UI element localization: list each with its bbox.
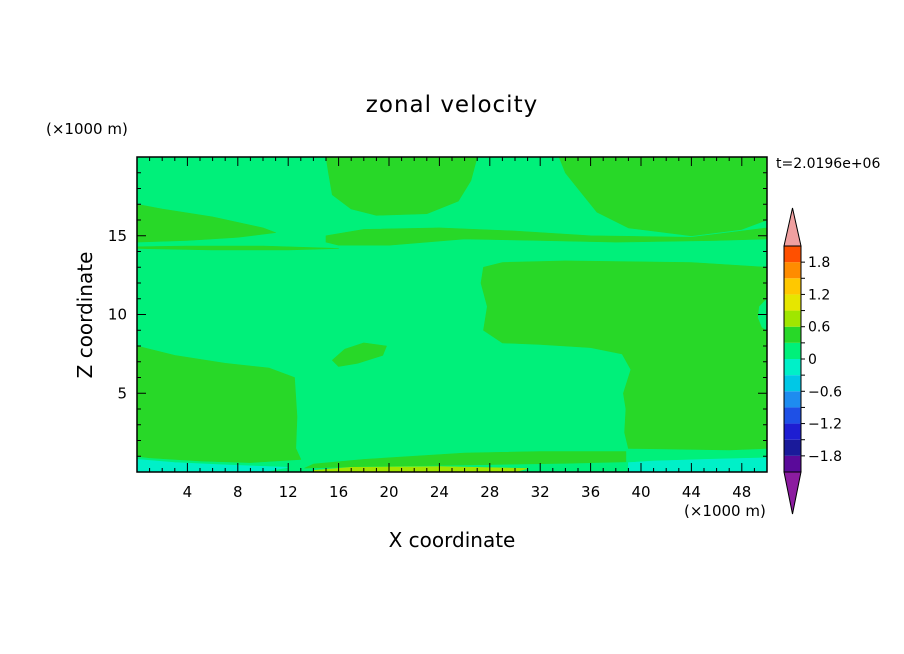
x-axis-label: X coordinate bbox=[389, 528, 516, 552]
colorbar-segment bbox=[784, 262, 801, 279]
colorbar-segment bbox=[784, 423, 801, 440]
contour-region-thin-band-left bbox=[137, 245, 339, 251]
colorbar-segment bbox=[784, 342, 801, 359]
x-tick-label: 20 bbox=[379, 483, 398, 501]
contour-region-middle-band bbox=[325, 227, 767, 246]
colorbar-over-arrow bbox=[783, 207, 802, 247]
colorbar: 1.8 1.2 0.6 0 −0.6 −1.2 −1.8 bbox=[783, 207, 842, 515]
contour-fills bbox=[137, 157, 767, 472]
x-tick-label: 24 bbox=[430, 483, 449, 501]
contour-region-right-block bbox=[480, 260, 767, 451]
contour-region-upper-middle-lobe bbox=[325, 157, 478, 216]
colorbar-label: 1.8 bbox=[808, 255, 830, 271]
x-axis-unit: (×1000 m) bbox=[684, 502, 766, 520]
x-tick-label: 36 bbox=[581, 483, 600, 501]
colorbar-segment bbox=[784, 375, 801, 392]
colorbar-segment bbox=[784, 439, 801, 456]
x-tick-label: 12 bbox=[279, 483, 298, 501]
colorbar-label: −1.8 bbox=[808, 449, 842, 465]
y-tick-label: 5 bbox=[117, 384, 127, 402]
colorbar-under-arrow bbox=[783, 471, 802, 515]
contour-region-small-oval bbox=[331, 342, 387, 367]
x-tick-label: 4 bbox=[183, 483, 193, 501]
colorbar-segment bbox=[784, 278, 801, 295]
x-tick-label: 44 bbox=[682, 483, 701, 501]
x-tick-label: 48 bbox=[732, 483, 751, 501]
colorbar-segment bbox=[784, 294, 801, 311]
colorbar-label: −1.2 bbox=[808, 417, 842, 433]
contour-region-upper-right bbox=[558, 157, 767, 237]
colorbar-label: 0.6 bbox=[808, 320, 830, 336]
y-tick-label: 15 bbox=[108, 227, 127, 245]
x-tick-label: 32 bbox=[531, 483, 550, 501]
colorbar-label: 0 bbox=[808, 352, 817, 368]
x-tick-label: 16 bbox=[329, 483, 348, 501]
colorbar-segment bbox=[784, 310, 801, 327]
contour-region-bottom-strip bbox=[304, 451, 627, 469]
contour-region-lower-left bbox=[137, 345, 302, 463]
x-tick-label: 8 bbox=[233, 483, 243, 501]
colorbar-segment bbox=[784, 359, 801, 376]
colorbar-segment bbox=[784, 246, 801, 263]
contour-region-upper-left bbox=[137, 204, 276, 243]
colorbar-label: 1.2 bbox=[808, 287, 830, 303]
chart-title: zonal velocity bbox=[366, 92, 538, 118]
contour-plot-area bbox=[137, 157, 767, 472]
y-tick-label: 10 bbox=[108, 306, 127, 324]
colorbar-label: −0.6 bbox=[808, 384, 842, 400]
contour-region-bottom-cyan-right bbox=[628, 457, 767, 472]
y-axis-label: Z coordinate bbox=[73, 252, 97, 379]
time-label: t=2.0196e+06 bbox=[776, 156, 880, 172]
y-axis-unit: (×1000 m) bbox=[46, 120, 128, 138]
colorbar-segment bbox=[784, 407, 801, 424]
x-tick-label: 28 bbox=[480, 483, 499, 501]
x-tick-label: 40 bbox=[631, 483, 650, 501]
colorbar-segment bbox=[784, 455, 801, 472]
colorbar-segment bbox=[784, 326, 801, 343]
colorbar-segment bbox=[784, 391, 801, 408]
